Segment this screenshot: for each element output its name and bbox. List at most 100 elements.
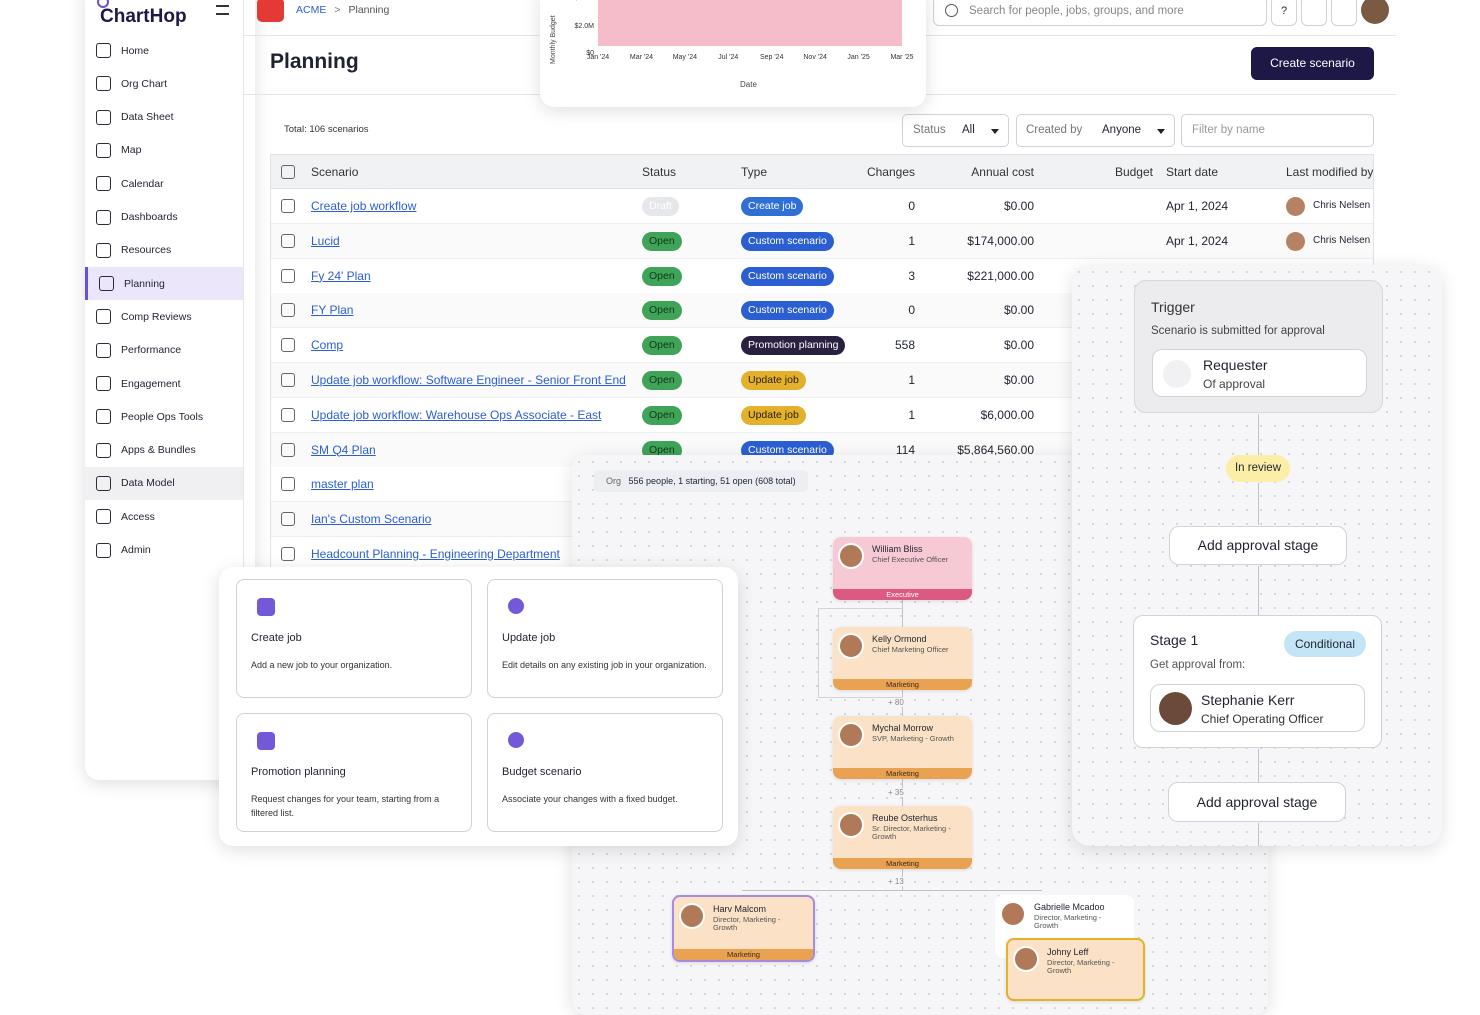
node-title: Chief Marketing Officer [872, 645, 949, 654]
column-header[interactable]: Start date [1166, 165, 1219, 179]
row-checkbox[interactable] [281, 512, 295, 527]
x-tick-label: Jan '24 [586, 54, 610, 61]
row-checkbox[interactable] [281, 547, 295, 561]
row-checkbox[interactable] [281, 373, 295, 387]
nav-item[interactable]: Calendar [85, 167, 243, 200]
crumb-sep: > [334, 4, 341, 16]
row-checkbox[interactable] [281, 268, 295, 283]
requester-card[interactable]: Requester Of approval [1152, 349, 1367, 397]
scenario-name[interactable]: SM Q4 Plan [311, 442, 376, 457]
logo-icon [97, 0, 109, 8]
column-header[interactable]: Budget [1114, 165, 1153, 179]
nav-item[interactable]: Resources [85, 234, 243, 267]
notifications-button[interactable] [1301, 0, 1327, 26]
nav-item[interactable]: Home [85, 34, 243, 67]
row-checkbox[interactable] [281, 442, 295, 457]
node-title: Director, Marketing - Growth [1034, 913, 1102, 930]
report-count[interactable]: + 13 [885, 877, 907, 886]
nav-item[interactable]: Data Sheet [85, 101, 243, 134]
org-node[interactable]: Johny Leff Director, Marketing - Growth [1006, 938, 1145, 1001]
user-avatar[interactable] [1361, 0, 1389, 24]
report-count[interactable]: + 80 [885, 698, 907, 707]
budget-area [598, 0, 902, 46]
scenario-name[interactable]: Update job workflow: Software Engineer -… [311, 373, 626, 387]
create-option-card[interactable]: Create job Add a new job to your organiza… [236, 579, 472, 698]
add-stage-button[interactable]: Add approval stage [1168, 782, 1346, 822]
org-node[interactable]: Harv Malcom Director, Marketing - Growth M… [672, 895, 815, 962]
x-tick-label: Sep '24 [759, 54, 784, 61]
scenario-name[interactable]: Create job workflow [311, 199, 417, 213]
collapse-icon[interactable] [216, 5, 229, 15]
org-node[interactable]: Reube Osterhus Sr. Director, Marketing - … [833, 806, 972, 869]
scenario-name[interactable]: Update job workflow: Warehouse Ops Assoc… [311, 407, 602, 422]
crumb[interactable]: ACME [296, 4, 327, 16]
nav-item[interactable]: Engagement [85, 367, 243, 400]
node-name: Kelly Ormond [872, 634, 927, 644]
scenario-name[interactable]: master plan [311, 477, 374, 492]
column-header[interactable]: Type [741, 165, 768, 179]
node-name: William Bliss [872, 544, 923, 554]
annual-cost: $0.00 [1003, 303, 1034, 318]
nav-icon [96, 475, 111, 491]
search[interactable]: Search for people, jobs, groups, and mor… [933, 0, 1267, 26]
column-header[interactable]: Annual cost [971, 165, 1034, 179]
scenario-name[interactable]: Lucid [311, 233, 340, 248]
nav-icon [96, 509, 111, 525]
approver-name: Stephanie Kerr [1201, 692, 1295, 708]
column-header[interactable]: Status [642, 165, 677, 179]
create-option-card[interactable]: Promotion planning Request changes for yo… [236, 713, 472, 832]
annual-cost: $0.00 [1003, 338, 1034, 353]
approver-card[interactable]: Stephanie Kerr Chief Operating Officer [1150, 684, 1365, 732]
created-by-filter[interactable]: Created by Anyone [1016, 114, 1175, 147]
start-date: Apr 1, 2024 [1166, 233, 1229, 248]
status-filter[interactable]: Status All [902, 114, 1009, 147]
report-count[interactable]: + 35 [885, 787, 907, 797]
org-node[interactable]: Kelly Ormond Chief Marketing Officer Marke… [833, 627, 972, 690]
nav-item[interactable]: Comp Reviews [85, 300, 243, 333]
scenario-name[interactable]: Comp [311, 338, 344, 353]
column-header[interactable]: Changes [866, 165, 915, 179]
node-avatar [838, 812, 864, 838]
nav-icon [96, 342, 111, 358]
node-title: Chief Executive Officer [872, 555, 949, 564]
scenario-name[interactable]: FY Plan [311, 303, 354, 318]
nav-item[interactable]: Access [85, 500, 243, 533]
nav-item[interactable]: Planning [85, 267, 243, 301]
scenario-name[interactable]: Headcount Planning - Engineering Departm… [311, 547, 560, 561]
scenario-name[interactable]: Fy 24' Plan [311, 268, 371, 283]
nav-item[interactable]: Apps & Bundles [85, 434, 243, 467]
node-name: Johny Leff [1047, 947, 1089, 957]
nav-item[interactable]: Dashboards [85, 201, 243, 234]
column-header[interactable]: Scenario [311, 165, 359, 179]
nav-item[interactable]: Org Chart [85, 67, 243, 100]
select-all[interactable] [281, 165, 295, 179]
nav-icon [96, 142, 111, 158]
org-node[interactable]: Mychal Morrow SVP, Marketing - Growth Mark… [833, 716, 972, 779]
row-checkbox[interactable] [281, 338, 295, 353]
option-icon [508, 732, 524, 748]
scenario-name[interactable]: Ian's Custom Scenario [311, 512, 432, 527]
name-filter[interactable]: Filter by name [1181, 114, 1374, 147]
status-badge: Open [642, 405, 682, 425]
view-button[interactable] [1331, 0, 1357, 26]
add-stage-button[interactable]: Add approval stage [1169, 526, 1347, 565]
row-checkbox[interactable] [281, 407, 295, 422]
org-node[interactable]: William Bliss Chief Executive Officer Exec… [833, 537, 972, 600]
nav-icon [99, 276, 114, 292]
create-option-card[interactable]: Update job Edit details on any existing j… [487, 579, 723, 698]
nav-item[interactable]: People Ops Tools [85, 400, 243, 433]
create-option-card[interactable]: Budget scenario Associate your changes wi… [487, 713, 723, 832]
org-summary: Org 556 people, 1 starting, 51 open (608… [594, 470, 808, 492]
create-scenario-button[interactable]: Create scenario [1251, 47, 1374, 80]
row-checkbox[interactable] [281, 303, 295, 318]
row-checkbox[interactable] [281, 477, 295, 492]
nav-item[interactable]: Map [85, 134, 243, 167]
column-header[interactable]: Last modified by [1286, 165, 1374, 179]
row-checkbox[interactable] [281, 199, 295, 213]
row-checkbox[interactable] [281, 233, 295, 248]
nav-item[interactable]: Performance [85, 334, 243, 367]
node-avatar [1000, 901, 1026, 927]
nav-item[interactable]: Admin [85, 534, 243, 567]
help-button[interactable]: ? [1271, 0, 1297, 26]
nav-item[interactable]: Data Model [85, 466, 243, 500]
